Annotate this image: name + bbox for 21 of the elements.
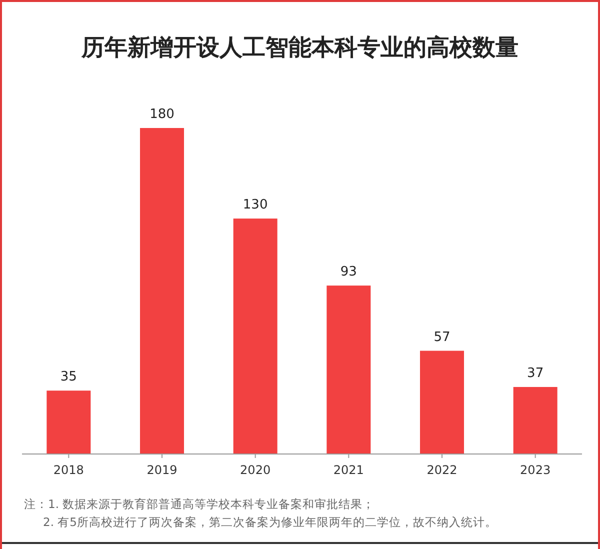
x-tick-label: 2021 <box>333 463 364 477</box>
bar <box>326 286 371 454</box>
chart-title: 历年新增开设人工智能本科专业的高校数量 <box>80 34 518 61</box>
bar <box>233 218 278 454</box>
x-tick-label: 2023 <box>520 463 551 477</box>
data-label: 130 <box>242 198 268 213</box>
text: 2. 有5所高校进行了两次备案，第二次备案为修业年限两年的二学位，故不纳入统计。 <box>43 515 497 529</box>
x-tick-label: 2020 <box>240 463 271 477</box>
bar <box>140 128 184 454</box>
data-label: 93 <box>340 264 357 280</box>
x-tick-label: 2019 <box>146 463 178 477</box>
data-label: 35 <box>60 370 77 385</box>
x-tick-label: 2022 <box>426 463 458 477</box>
data-label: 37 <box>527 366 544 381</box>
bar <box>46 390 91 454</box>
bar <box>420 350 464 454</box>
data-label: 180 <box>150 107 174 122</box>
data-label: 57 <box>434 330 450 345</box>
text: 注：1. 数据来源于教育部普通高等学校本科专业备案和审批结果； <box>24 497 375 511</box>
bar <box>513 386 558 454</box>
x-tick-label: 2018 <box>53 463 84 477</box>
